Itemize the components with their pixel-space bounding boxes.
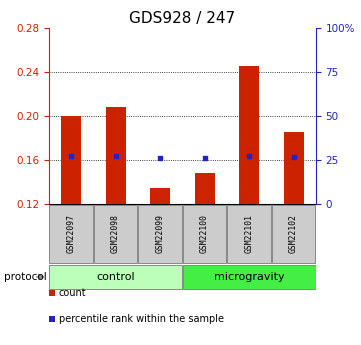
Text: microgravity: microgravity [214,272,284,282]
Point [202,156,208,161]
Text: control: control [96,272,135,282]
Bar [239,66,259,204]
Text: percentile rank within the sample: percentile rank within the sample [58,314,223,324]
FancyBboxPatch shape [49,265,182,288]
Point [291,155,296,160]
Point [246,154,252,159]
FancyBboxPatch shape [49,205,93,263]
FancyBboxPatch shape [183,205,226,263]
Text: GSM22099: GSM22099 [156,214,165,253]
Bar [61,116,81,204]
Text: GSM22102: GSM22102 [289,214,298,253]
FancyBboxPatch shape [227,205,271,263]
Text: protocol: protocol [4,272,46,282]
Point [157,156,163,161]
Text: count: count [58,288,86,298]
FancyBboxPatch shape [183,265,316,288]
Bar [105,107,126,204]
FancyBboxPatch shape [272,205,316,263]
Title: GDS928 / 247: GDS928 / 247 [129,11,235,27]
Text: GSM22098: GSM22098 [111,214,120,253]
Point [68,154,74,159]
FancyBboxPatch shape [94,205,137,263]
Text: GSM22097: GSM22097 [66,214,75,253]
FancyBboxPatch shape [138,205,182,263]
Bar [150,188,170,204]
Bar [284,132,304,204]
Text: GSM22100: GSM22100 [200,214,209,253]
Text: GSM22101: GSM22101 [245,214,253,253]
Point [113,154,118,159]
Bar [195,173,214,204]
